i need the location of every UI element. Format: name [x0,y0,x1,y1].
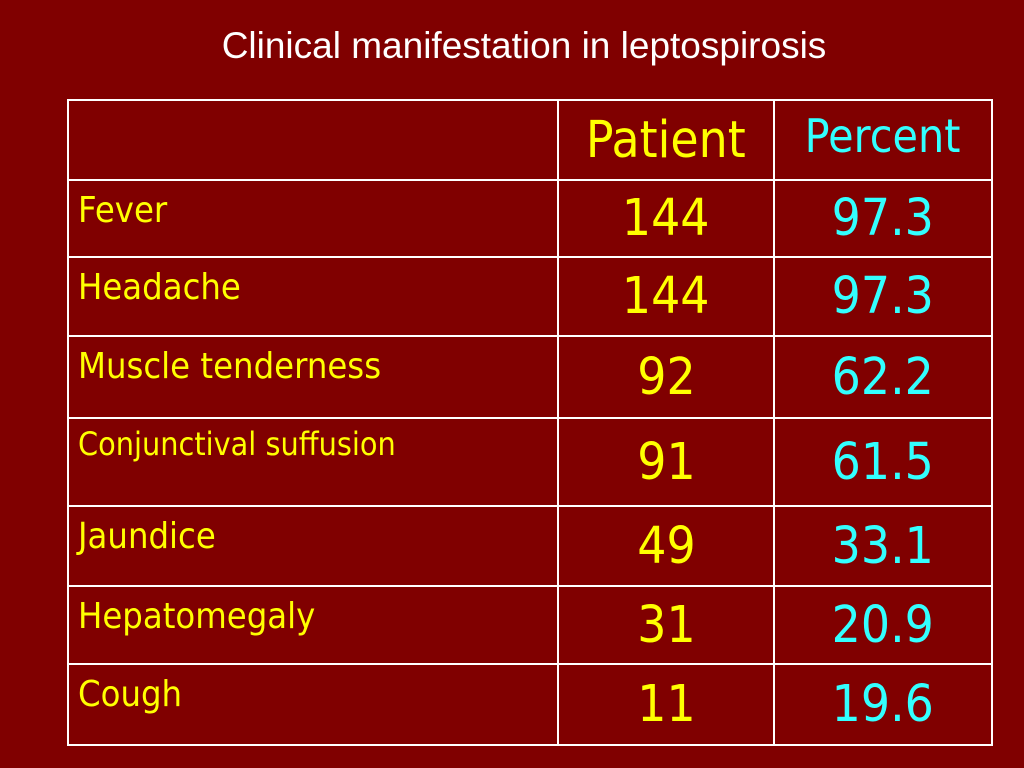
row-label-cell: Cough [67,663,559,746]
percent-value: 61.5 [831,432,935,492]
patient-count-cell: 11 [557,663,775,746]
patient-count: 144 [622,189,710,248]
percent-cell: 97.3 [773,256,993,337]
row-label-cell: Fever [67,179,559,258]
percent-cell: 19.6 [773,663,993,746]
percent-value: 33.1 [831,516,935,576]
table-row: Conjunctival suffusion 91 61.5 [67,417,993,507]
row-label-cell: Conjunctival suffusion [67,417,559,507]
patient-count: 92 [636,347,696,407]
header-label-cell [67,99,559,181]
row-label: Conjunctival suffusion [78,425,396,463]
row-label: Jaundice [78,516,216,557]
table-row: Jaundice 49 33.1 [67,505,993,587]
percent-cell: 33.1 [773,505,993,587]
manifestation-table: Patient Percent Fever 144 97.3 Headache … [67,99,993,746]
patient-count: 144 [622,267,710,326]
patient-count-cell: 49 [557,505,775,587]
patient-count: 31 [636,595,696,655]
row-label-cell: Muscle tenderness [67,335,559,419]
percent-cell: 20.9 [773,585,993,665]
row-label-cell: Jaundice [67,505,559,587]
patient-count-cell: 31 [557,585,775,665]
patient-count: 91 [636,432,696,492]
table-row: Cough 11 19.6 [67,663,993,746]
row-label: Cough [78,674,183,715]
header-percent-cell: Percent [773,99,993,181]
table-row: Muscle tenderness 92 62.2 [67,335,993,419]
patient-count-cell: 91 [557,417,775,507]
header-percent-text: Percent [805,109,961,163]
table-row: Hepatomegaly 31 20.9 [67,585,993,665]
row-label: Fever [78,190,168,231]
header-patient-text: Patient [586,110,746,170]
table-row: Fever 144 97.3 [67,179,993,258]
percent-value: 97.3 [831,189,935,248]
patient-count-cell: 144 [557,256,775,337]
percent-value: 62.2 [831,347,935,407]
patient-count-cell: 92 [557,335,775,419]
percent-value: 20.9 [831,595,935,655]
percent-cell: 62.2 [773,335,993,419]
row-label: Hepatomegaly [78,596,316,637]
percent-cell: 97.3 [773,179,993,258]
row-label: Muscle tenderness [78,346,382,387]
table-row: Headache 144 97.3 [67,256,993,337]
percent-value: 97.3 [831,267,935,326]
percent-cell: 61.5 [773,417,993,507]
header-patient-cell: Patient [557,99,775,181]
patient-count: 49 [636,516,696,576]
row-label-cell: Headache [67,256,559,337]
percent-value: 19.6 [831,675,935,734]
slide-title: Clinical manifestation in leptospirosis [221,25,827,66]
table-header-row: Patient Percent [67,99,993,181]
patient-count-cell: 144 [557,179,775,258]
row-label: Headache [78,267,241,308]
patient-count: 11 [636,675,696,734]
row-label-cell: Hepatomegaly [67,585,559,665]
